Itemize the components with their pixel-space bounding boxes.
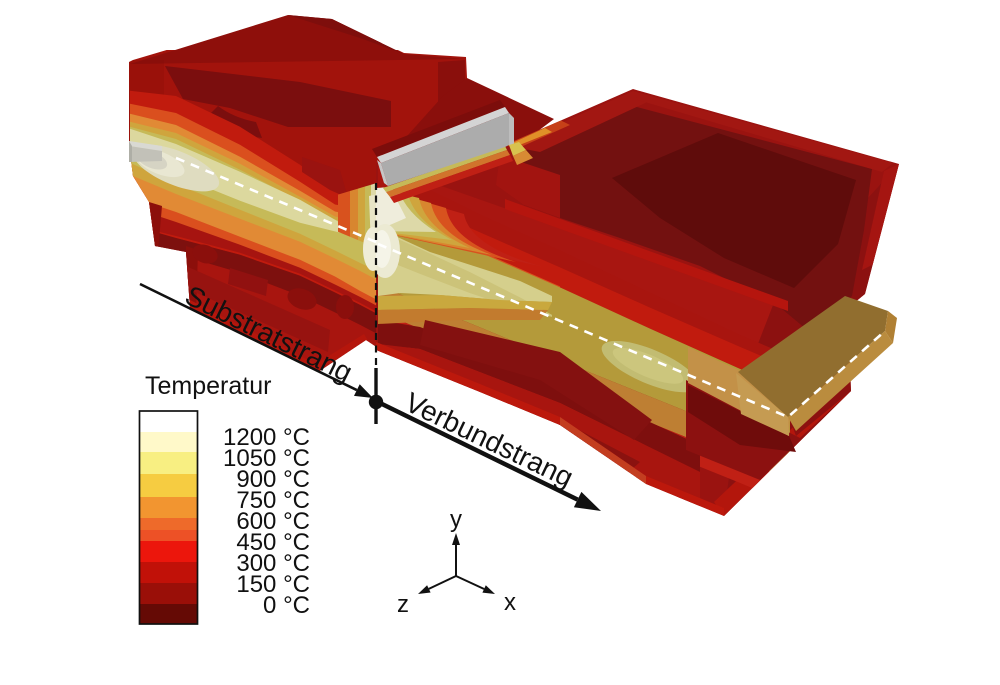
svg-text:600 °C: 600 °C <box>236 508 310 535</box>
svg-text:150 °C: 150 °C <box>236 571 310 598</box>
svg-text:0 °C: 0 °C <box>263 592 310 619</box>
svg-text:750 °C: 750 °C <box>236 487 310 514</box>
svg-text:450 °C: 450 °C <box>236 529 310 556</box>
svg-text:300 °C: 300 °C <box>236 550 310 577</box>
svg-text:900 °C: 900 °C <box>236 466 310 493</box>
svg-text:y: y <box>450 506 462 533</box>
svg-text:1050 °C: 1050 °C <box>223 445 310 472</box>
svg-text:z: z <box>397 591 409 618</box>
svg-text:1200 °C: 1200 °C <box>223 424 310 451</box>
svg-text:x: x <box>504 589 516 616</box>
svg-text:Temperatur: Temperatur <box>145 372 271 400</box>
